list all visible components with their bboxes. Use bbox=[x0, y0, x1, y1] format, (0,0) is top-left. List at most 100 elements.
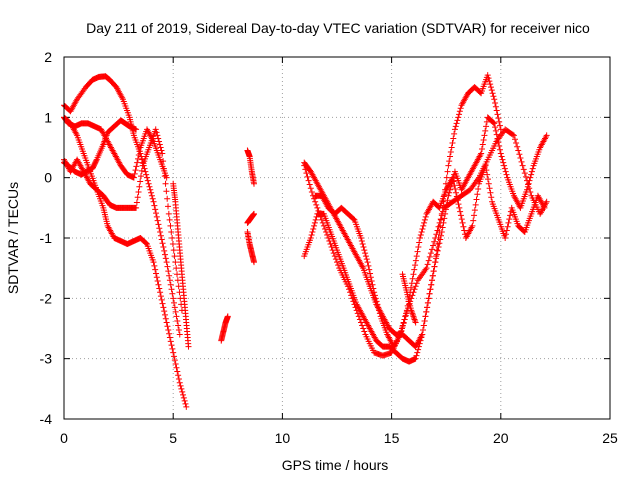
data-point bbox=[310, 225, 317, 232]
data-point bbox=[142, 168, 149, 175]
grid-lines bbox=[64, 57, 610, 419]
data-point bbox=[312, 216, 319, 223]
data-point bbox=[136, 148, 143, 155]
series-track-i bbox=[244, 210, 258, 226]
x-tick-label: 0 bbox=[60, 430, 68, 446]
data-point bbox=[367, 274, 374, 281]
data-point bbox=[175, 322, 182, 329]
data-point bbox=[439, 224, 446, 231]
data-point bbox=[133, 126, 140, 133]
data-point bbox=[491, 96, 498, 103]
data-point bbox=[360, 244, 367, 251]
data-point bbox=[170, 349, 177, 356]
data-point bbox=[408, 280, 415, 287]
data-point bbox=[152, 266, 159, 273]
data-point bbox=[419, 327, 426, 334]
data-point bbox=[150, 198, 157, 205]
data-point bbox=[506, 216, 513, 223]
data-point bbox=[448, 144, 455, 151]
data-point bbox=[423, 265, 430, 272]
data-point bbox=[472, 201, 479, 208]
data-point bbox=[160, 304, 167, 311]
data-point bbox=[301, 162, 308, 169]
data-point bbox=[445, 192, 452, 199]
data-point bbox=[148, 189, 155, 196]
data-point bbox=[503, 227, 510, 234]
data-point bbox=[449, 139, 456, 146]
data-point bbox=[166, 334, 173, 341]
data-point bbox=[409, 292, 416, 299]
data-point bbox=[433, 251, 440, 258]
data-point bbox=[478, 150, 485, 157]
data-point bbox=[154, 217, 161, 224]
series-track-a bbox=[61, 114, 190, 410]
data-point bbox=[159, 240, 166, 247]
data-point bbox=[362, 250, 369, 257]
data-point bbox=[420, 222, 427, 229]
data-point bbox=[316, 210, 323, 217]
data-point bbox=[173, 265, 180, 272]
data-point bbox=[313, 201, 320, 208]
data-point bbox=[224, 313, 231, 320]
data-point bbox=[509, 131, 516, 138]
data-point bbox=[412, 355, 419, 362]
data-point bbox=[422, 313, 429, 320]
data-point bbox=[453, 193, 460, 200]
data-point bbox=[311, 195, 318, 202]
data-point bbox=[328, 244, 335, 251]
data-point bbox=[169, 345, 176, 352]
data-point bbox=[136, 183, 143, 190]
data-point bbox=[433, 255, 440, 262]
data-point bbox=[372, 295, 379, 302]
data-point bbox=[486, 78, 493, 85]
data-point bbox=[453, 189, 460, 196]
data-point bbox=[175, 372, 182, 379]
data-point bbox=[179, 388, 186, 395]
data-point bbox=[416, 235, 423, 241]
data-point bbox=[358, 319, 365, 326]
data-point bbox=[516, 151, 523, 158]
data-point bbox=[410, 271, 417, 278]
data-point bbox=[150, 259, 157, 266]
data-point bbox=[435, 223, 442, 230]
data-point bbox=[170, 295, 177, 302]
data-point bbox=[353, 307, 360, 314]
data-point bbox=[499, 156, 506, 163]
data-point bbox=[415, 343, 422, 350]
data-point bbox=[354, 310, 361, 317]
data-point bbox=[501, 165, 508, 172]
y-tick-label: -4 bbox=[40, 411, 53, 427]
data-point bbox=[306, 181, 313, 188]
data-point bbox=[423, 308, 430, 315]
data-point bbox=[157, 289, 164, 296]
data-point bbox=[411, 266, 418, 273]
data-point bbox=[164, 195, 171, 202]
data-point bbox=[165, 210, 172, 217]
data-point bbox=[147, 186, 154, 193]
data-point bbox=[422, 213, 429, 220]
data-point bbox=[175, 327, 182, 334]
data-point bbox=[180, 391, 187, 398]
data-point bbox=[156, 141, 163, 148]
data-point bbox=[458, 216, 465, 223]
data-point bbox=[134, 159, 141, 166]
data-point bbox=[164, 323, 171, 330]
data-point bbox=[447, 153, 454, 160]
y-tick-labels: -4 -3 -2 -1 0 1 2 bbox=[40, 49, 53, 427]
data-point bbox=[180, 394, 187, 401]
data-point bbox=[370, 285, 377, 292]
data-point bbox=[138, 167, 145, 174]
data-point bbox=[153, 270, 160, 277]
data-point bbox=[403, 310, 410, 317]
data-point bbox=[362, 253, 369, 260]
data-point bbox=[349, 295, 356, 302]
data-point bbox=[303, 170, 310, 177]
data-point bbox=[376, 310, 383, 317]
x-axis-label: GPS time / hours bbox=[282, 457, 389, 473]
data-point bbox=[432, 235, 439, 241]
data-point bbox=[185, 343, 192, 350]
data-point bbox=[314, 204, 321, 211]
data-point bbox=[429, 272, 436, 279]
data-point bbox=[518, 158, 525, 165]
data-point bbox=[350, 216, 357, 223]
